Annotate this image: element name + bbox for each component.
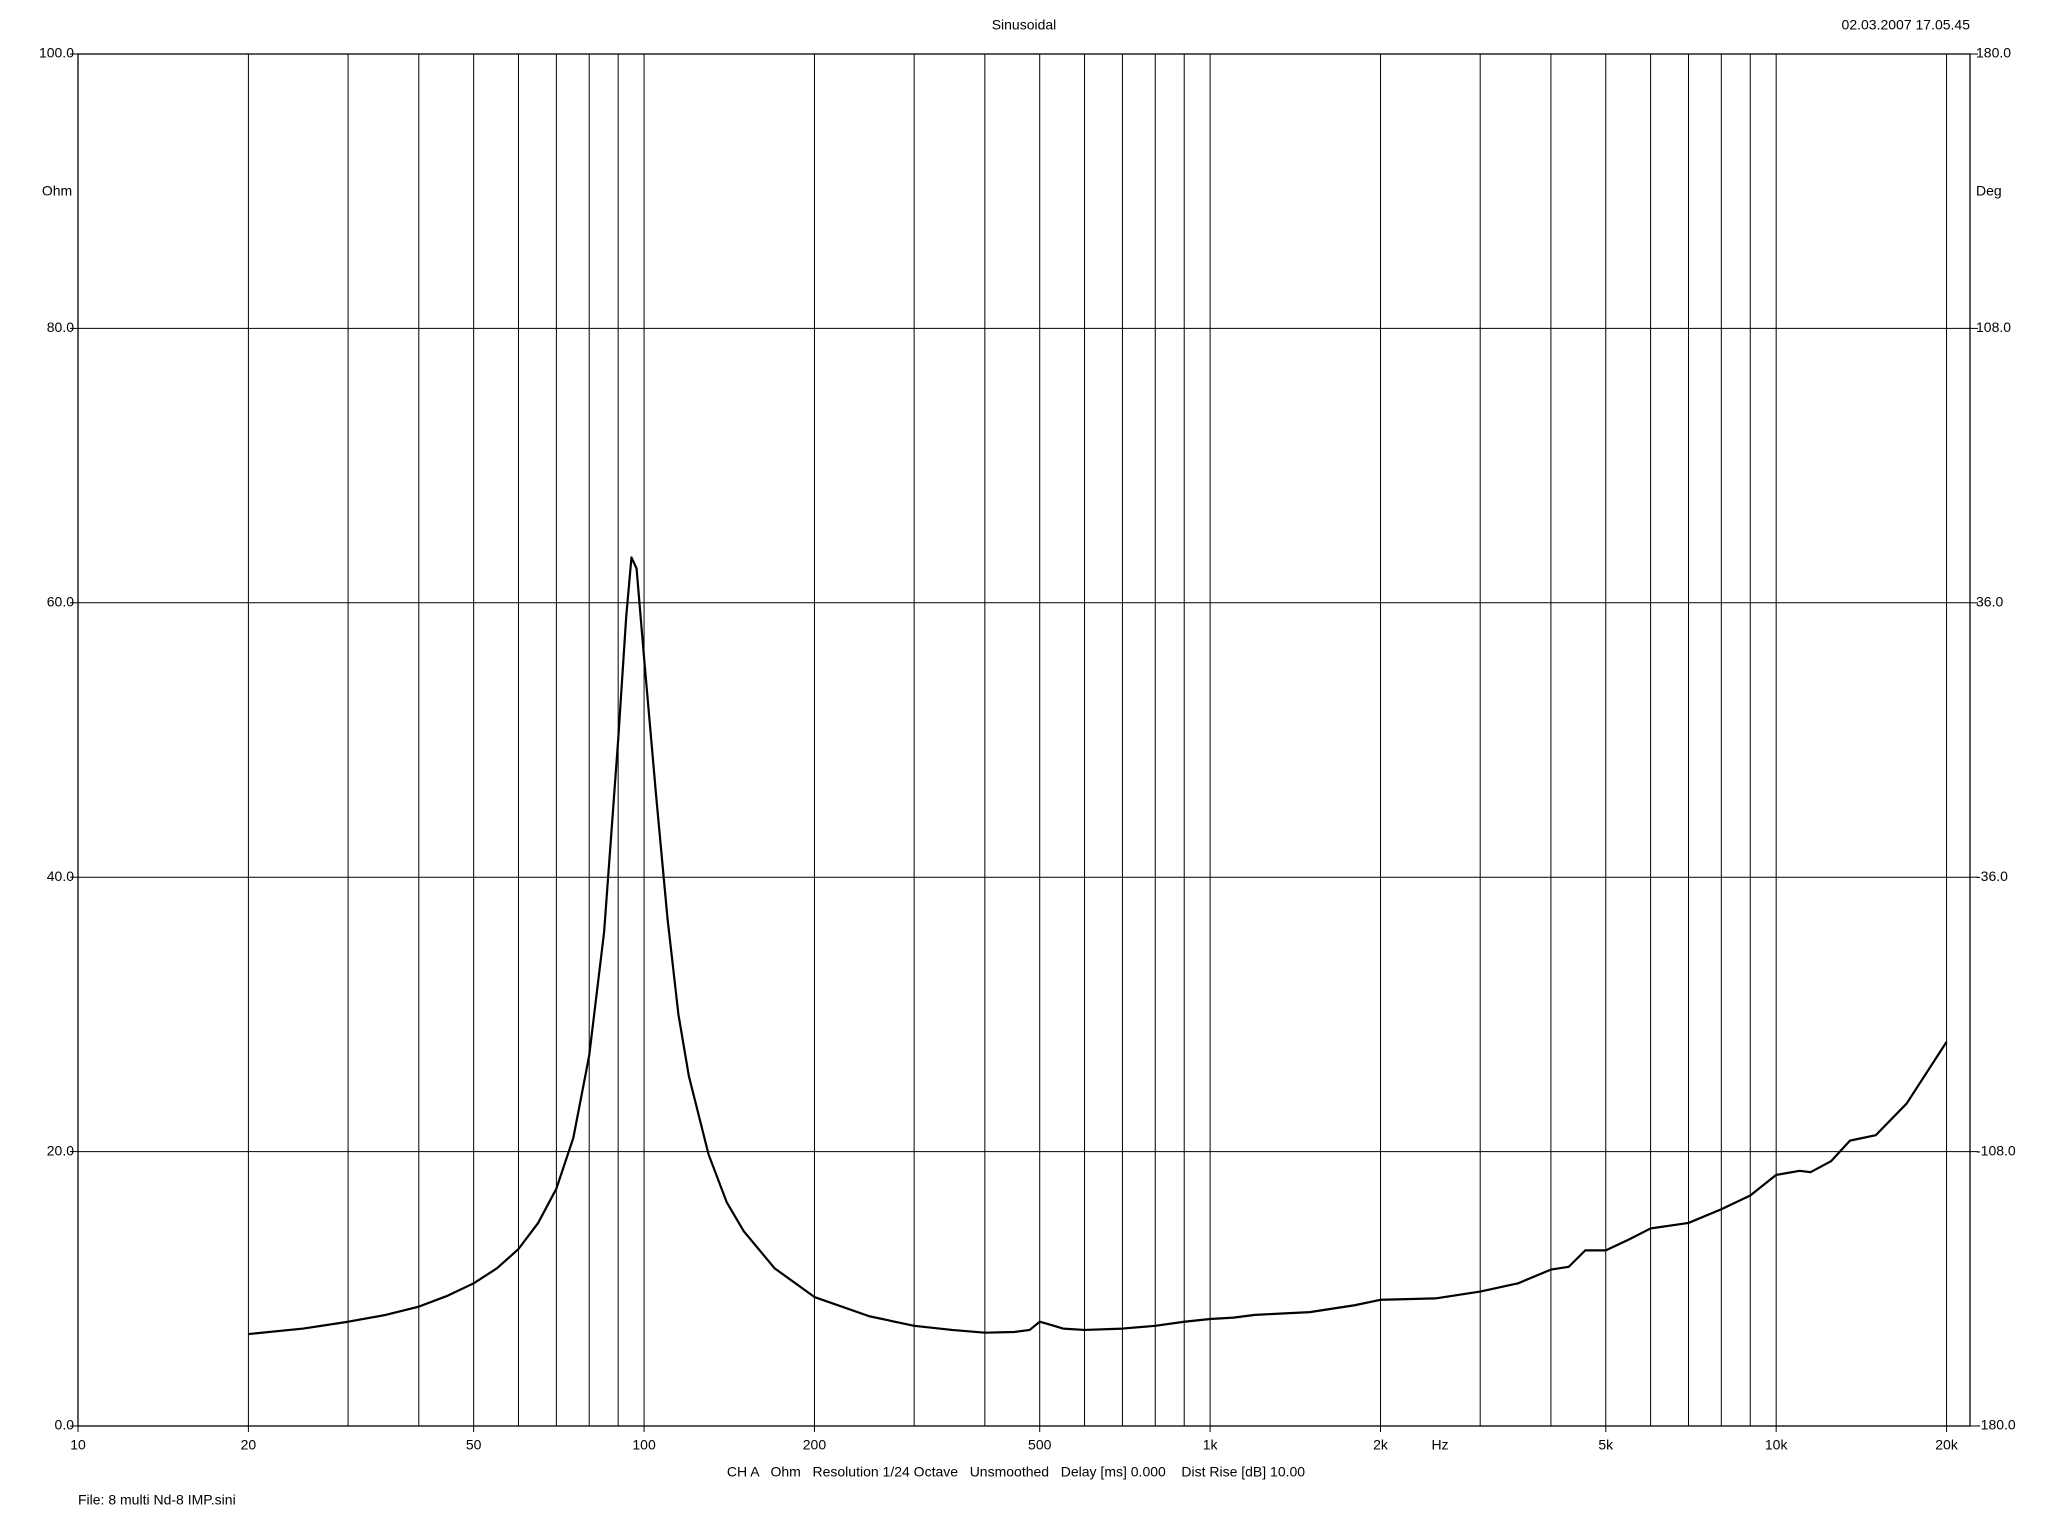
impedance-line [248, 556, 1948, 1336]
x-tick-label: 2k [1373, 1437, 1389, 1453]
x-tick-label: 500 [1028, 1437, 1052, 1453]
y-tick-label: 60.0 [47, 594, 74, 610]
y-unit: Ohm [42, 183, 72, 199]
y-tick-label: 20.0 [47, 1142, 74, 1158]
timestamp: 02.03.2007 17.05.45 [1842, 17, 1971, 33]
info-line: CH A Ohm Resolution 1/24 Octave Unsmooth… [727, 1464, 1305, 1480]
y2-unit: Deg [1976, 183, 2002, 199]
y2-tick-label: 108.0 [1976, 319, 2011, 335]
y2-tick-label: 180.0 [1976, 45, 2011, 61]
x-tick-label: 5k [1598, 1437, 1614, 1453]
x-tick-label: 200 [803, 1437, 827, 1453]
y-tick-label: 40.0 [47, 868, 74, 884]
plot-frame [77, 53, 1971, 1427]
y2-tick-label: -108.0 [1976, 1142, 2016, 1158]
y-tick-label: 80.0 [47, 319, 74, 335]
x-tick-label: 100 [632, 1437, 656, 1453]
y-tick-label: 0.0 [55, 1417, 75, 1433]
x-tick-label: 1k [1203, 1437, 1219, 1453]
x-tick-label: 20k [1935, 1437, 1959, 1453]
x-tick-label: 10k [1765, 1437, 1789, 1453]
x-tick-label: 50 [466, 1437, 482, 1453]
x-tick-label: 10 [70, 1437, 86, 1453]
y2-tick-label: 36.0 [1976, 594, 2003, 610]
x-tick-label: 20 [241, 1437, 257, 1453]
y2-tick-label: -36.0 [1976, 868, 2008, 884]
file-name: File: 8 multi Nd-8 IMP.sini [78, 1492, 236, 1508]
y-tick-label: 100.0 [39, 45, 74, 61]
y2-tick-label: -180.0 [1976, 1417, 2016, 1433]
chart-title: Sinusoidal [992, 17, 1057, 33]
x-unit: Hz [1431, 1437, 1448, 1453]
